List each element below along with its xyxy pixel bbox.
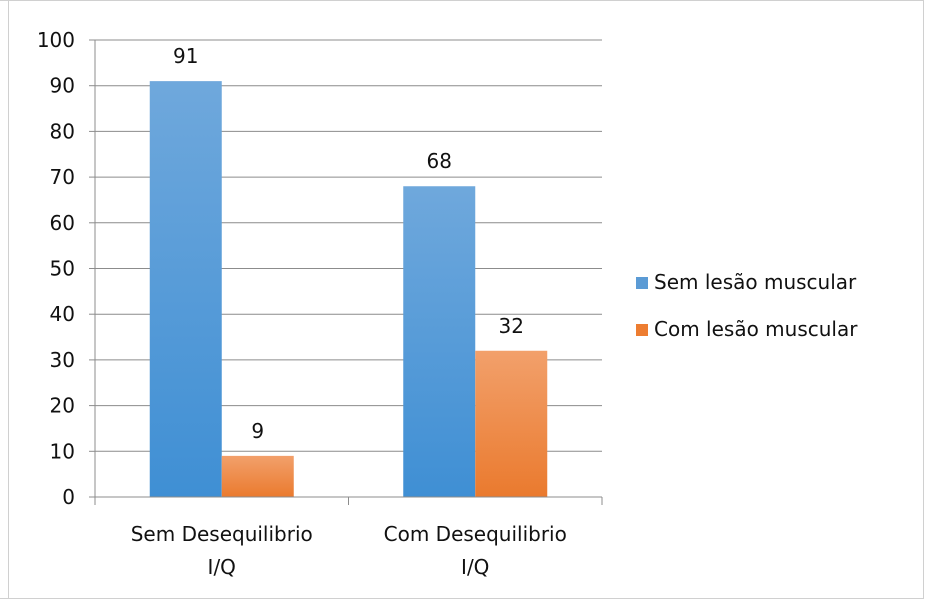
frame-left-edge — [8, 0, 9, 599]
x-axis-categories: Sem Desequilibrio I/Q Com Desequilibrio I/Q — [131, 522, 567, 579]
data-label: 91 — [173, 44, 198, 68]
y-tick-label: 100 — [37, 28, 75, 52]
data-label: 68 — [427, 149, 452, 173]
y-tick-label: 30 — [50, 348, 75, 372]
bar-sem-lesao — [149, 81, 222, 497]
x-category-label: Com Desequilibrio — [384, 522, 567, 546]
data-labels: 91 9 68 32 — [173, 44, 524, 443]
y-axis-ticks: 0 10 20 30 40 50 60 70 80 90 100 — [37, 28, 95, 509]
y-tick-label: 40 — [50, 302, 75, 326]
y-tick-label: 50 — [50, 257, 75, 281]
data-label: 9 — [251, 419, 264, 443]
x-category-label: I/Q — [461, 555, 489, 579]
y-tick-label: 80 — [50, 119, 75, 143]
x-category-label: I/Q — [208, 555, 236, 579]
y-tick-label: 90 — [50, 74, 75, 98]
legend-label: Com lesão muscular — [654, 317, 858, 341]
bars — [149, 81, 548, 498]
legend-swatch — [636, 324, 648, 336]
bar-com-lesao — [475, 350, 548, 497]
bar-sem-lesao — [403, 186, 476, 498]
legend-label: Sem lesão muscular — [654, 270, 857, 294]
legend: Sem lesão muscular Com lesão muscular — [636, 270, 858, 341]
y-tick-label: 20 — [50, 394, 75, 418]
y-tick-label: 70 — [50, 165, 75, 189]
y-tick-label: 10 — [50, 439, 75, 463]
legend-swatch — [636, 277, 648, 289]
x-category-label: Sem Desequilibrio — [131, 522, 313, 546]
bar-com-lesao — [221, 455, 294, 497]
y-tick-label: 0 — [62, 485, 75, 509]
y-tick-label: 60 — [50, 211, 75, 235]
data-label: 32 — [499, 314, 524, 338]
